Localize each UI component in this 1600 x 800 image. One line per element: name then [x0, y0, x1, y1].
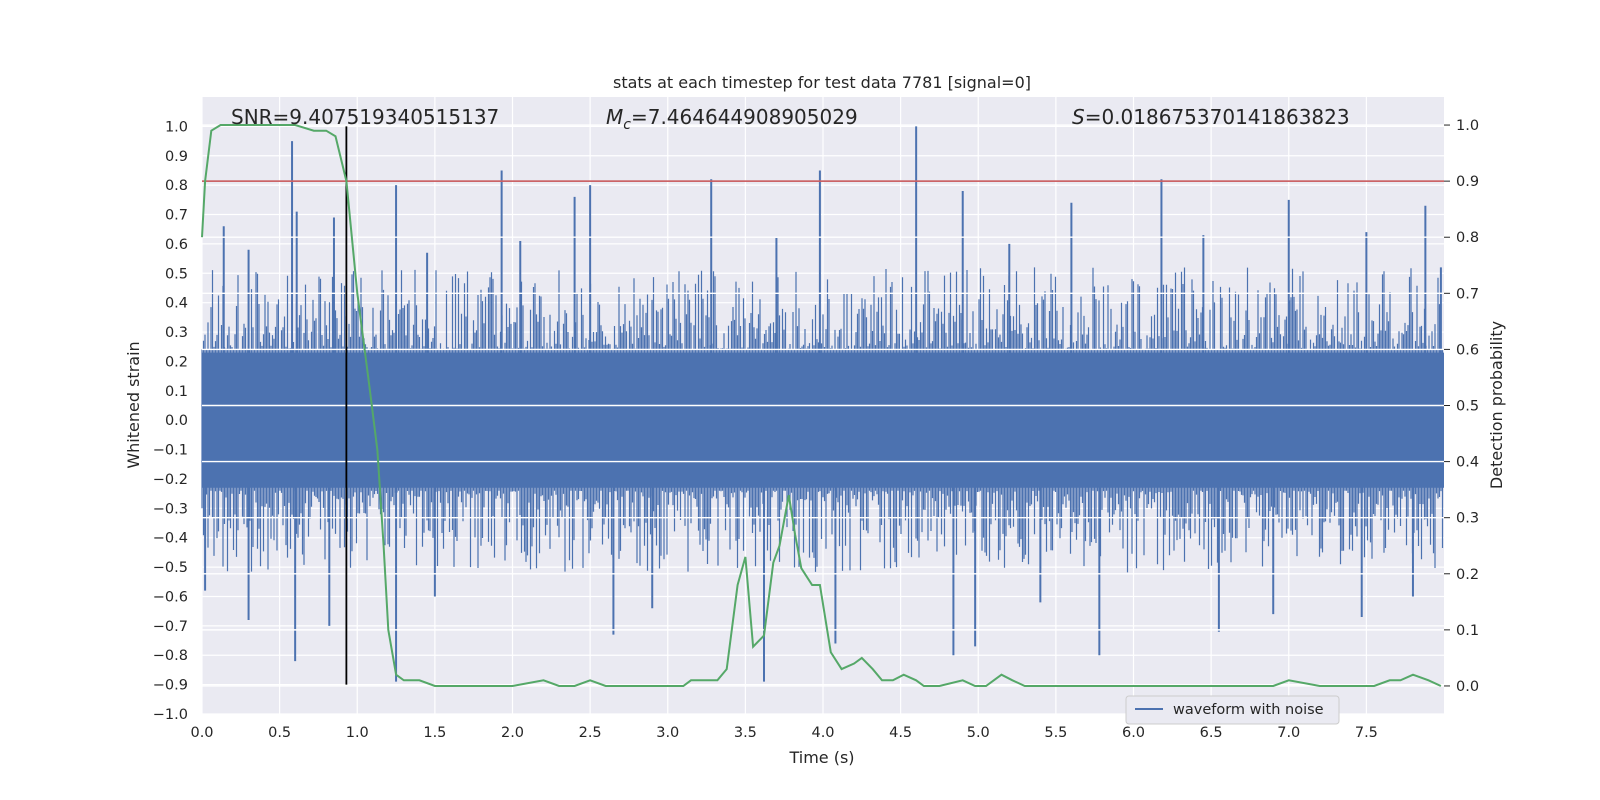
y2-tick-label-10: 1.0	[1456, 118, 1479, 134]
y-tick-label-5: −0.5	[153, 560, 188, 576]
chirp-mass-value: =7.464644908905029	[631, 105, 858, 129]
x-tick-label-6: 3.0	[656, 725, 679, 741]
y2-axis-label: Detection probability	[1487, 321, 1506, 489]
s-value: =0.018675370141863823	[1085, 105, 1350, 129]
x-tick-label-1: 0.5	[268, 725, 291, 741]
legend: waveform with noise	[1125, 695, 1340, 725]
y-tick-label-20: 1.0	[165, 119, 188, 135]
y-tick-label-19: 0.9	[165, 149, 188, 165]
x-tick-label-2: 1.0	[346, 725, 369, 741]
s-annotation: S=0.018675370141863823	[1072, 105, 1350, 129]
x-axis-ticks: 0.0 0.5 1.0 1.5 2.0 2.5 3.0 3.5 4.0 4.5 5.0 5.5 6.0 6…	[190, 725, 1377, 741]
x-tick-label-13: 6.5	[1200, 725, 1223, 741]
x-tick-label-14: 7.0	[1277, 725, 1300, 741]
y-tick-label-10: 0.0	[165, 413, 188, 429]
x-tick-label-4: 2.0	[501, 725, 524, 741]
y-tick-label-13: 0.3	[165, 325, 188, 341]
y-tick-label-14: 0.4	[165, 296, 188, 312]
y-tick-label-11: 0.1	[165, 384, 188, 400]
x-axis-label: Time (s)	[788, 748, 854, 767]
y-tick-label-8: −0.2	[153, 472, 188, 488]
x-tick-label-10: 5.0	[967, 725, 990, 741]
x-tick-label-11: 5.5	[1044, 725, 1067, 741]
chirp-mass-annotation: Mc=7.464644908905029	[606, 105, 858, 133]
y2-tick-label-9: 0.9	[1456, 174, 1479, 190]
y-tick-label-7: −0.3	[153, 501, 188, 517]
probability-series	[201, 124, 1442, 687]
y2-tick-label-4: 0.4	[1456, 455, 1479, 471]
y2-tick-label-1: 0.1	[1456, 623, 1479, 639]
snr-annotation: SNR=9.407519340515137	[231, 105, 499, 129]
chirp-mass-symbol: M	[606, 105, 623, 129]
y-axis-label: Whitened strain	[124, 341, 143, 468]
y2-tick-label-5: 0.5	[1456, 399, 1479, 415]
x-tick-label-15: 7.5	[1355, 725, 1378, 741]
y-tick-label-0: −1.0	[153, 707, 188, 723]
y-tick-label-17: 0.7	[165, 208, 188, 224]
y2-axis-ticks: 0.0 0.1 0.2 0.3 0.4 0.5 0.6 0.7 0.8 0.9 1.0	[1444, 118, 1479, 695]
legend-box	[1125, 695, 1340, 725]
y-tick-label-18: 0.8	[165, 178, 188, 194]
y-tick-label-1: −0.9	[153, 678, 188, 694]
x-tick-label-0: 0.0	[190, 725, 213, 741]
y-tick-label-16: 0.6	[165, 237, 188, 253]
y-tick-label-15: 0.5	[165, 266, 188, 282]
x-tick-label-7: 3.5	[734, 725, 757, 741]
y-tick-label-4: −0.6	[153, 589, 188, 605]
s-symbol: S	[1072, 105, 1085, 129]
x-tick-label-12: 6.0	[1122, 725, 1145, 741]
y2-tick-label-2: 0.2	[1456, 567, 1479, 583]
x-tick-label-5: 2.5	[579, 725, 602, 741]
x-tick-label-3: 1.5	[423, 725, 446, 741]
y-tick-label-12: 0.2	[165, 354, 188, 370]
y2-tick-label-8: 0.8	[1456, 230, 1479, 246]
x-tick-label-8: 4.0	[811, 725, 834, 741]
y2-tick-label-7: 0.7	[1456, 286, 1479, 302]
probability-line	[201, 124, 1442, 687]
y-tick-label-2: −0.8	[153, 648, 188, 664]
y2-tick-label-0: 0.0	[1456, 679, 1479, 695]
chirp-mass-subscript: c	[623, 117, 631, 133]
y-tick-label-9: −0.1	[153, 443, 188, 459]
y-axis-ticks: −1.0 −0.9 −0.8 −0.7 −0.6 −0.5 −0.4 −0.3 −0.2 −0.1…	[153, 119, 188, 723]
chart-title: stats at each timestep for test data 778…	[613, 73, 1031, 92]
y2-tick-label-3: 0.3	[1456, 511, 1479, 527]
legend-entry-waveform: waveform with noise	[1173, 702, 1324, 718]
y-tick-label-6: −0.4	[153, 531, 188, 547]
x-tick-label-9: 4.5	[889, 725, 912, 741]
y-tick-label-3: −0.7	[153, 619, 188, 635]
waveform-series	[201, 126, 1444, 682]
y2-tick-label-6: 0.6	[1456, 342, 1479, 358]
